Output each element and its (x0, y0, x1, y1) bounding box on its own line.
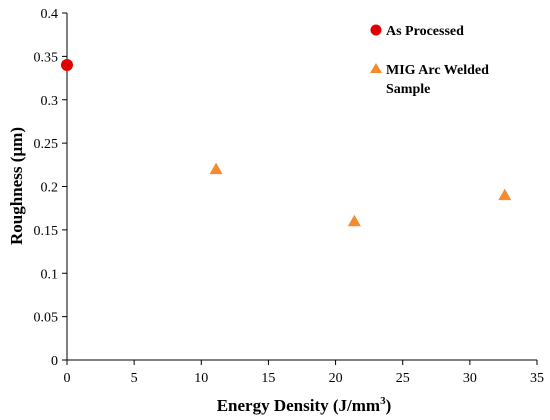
y-tick-label: 0.3 (41, 94, 59, 109)
y-tick-label: 0.05 (34, 311, 59, 326)
legend-label-as-processed: As Processed (386, 24, 464, 39)
x-tick-label: 25 (396, 371, 410, 386)
point-as-processed (61, 59, 73, 72)
x-axis-ticks: 0 5 10 15 20 25 30 35 (64, 360, 544, 386)
y-tick-label: 0.2 (41, 181, 59, 196)
legend: As Processed MIG Arc Welded Sample (370, 24, 489, 97)
data-points (61, 59, 512, 227)
x-axis-title-main: Energy Density (J/mm (217, 396, 380, 415)
y-axis-title: Roughness (µm) (7, 127, 26, 245)
y-axis-ticks: 0 0.05 0.1 0.15 0.2 0.25 0.3 0.35 0.4 (34, 7, 67, 369)
y-tick-label: 0 (51, 354, 58, 369)
legend-label-mig-line-2: Sample (386, 82, 430, 97)
y-tick-label: 0.4 (41, 7, 59, 22)
x-axis-title-superscript: 3 (380, 395, 386, 407)
x-tick-label: 30 (463, 371, 477, 386)
legend-marker-as-processed (370, 24, 382, 36)
x-tick-label: 20 (329, 371, 343, 386)
x-axis-title: Energy Density (J/mm3) (217, 395, 392, 415)
legend-label-mig-line-1: MIG Arc Welded (386, 63, 489, 78)
y-tick-label: 0.15 (34, 224, 59, 239)
x-tick-label: 10 (194, 371, 208, 386)
x-tick-label: 35 (530, 371, 544, 386)
x-tick-label: 15 (261, 371, 275, 386)
legend-marker-mig-arc-welded (370, 63, 382, 73)
y-tick-label: 0.25 (34, 137, 59, 152)
point-mig-arc-welded (347, 214, 361, 227)
y-tick-label: 0.35 (34, 50, 59, 65)
x-tick-label: 0 (64, 371, 71, 386)
y-tick-label: 0.1 (41, 267, 59, 282)
x-tick-label: 5 (131, 371, 138, 386)
point-mig-arc-welded (498, 188, 512, 201)
point-mig-arc-welded (209, 162, 223, 175)
x-axis-title-suffix: ) (386, 396, 392, 415)
